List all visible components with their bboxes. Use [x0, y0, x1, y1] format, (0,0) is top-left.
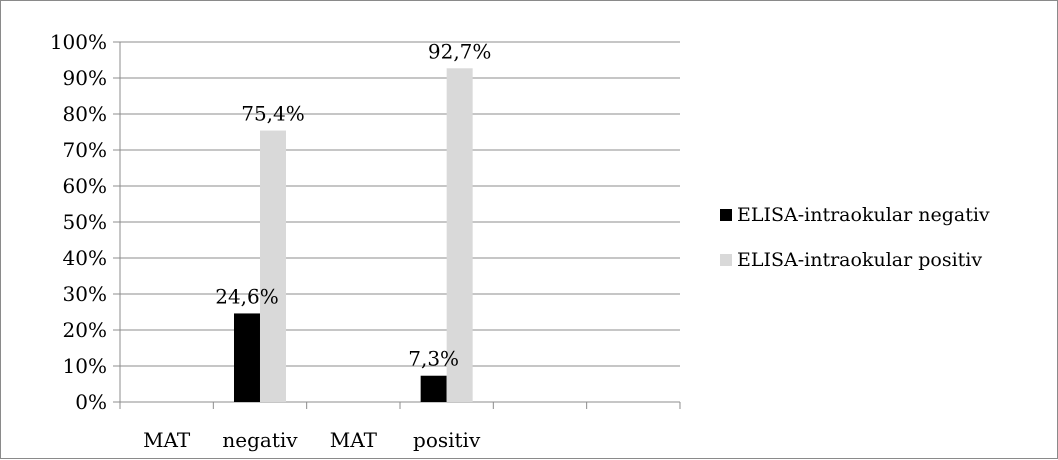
legend-label: ELISA-intraokular negativ	[737, 204, 990, 226]
data-label: 92,7%	[428, 39, 492, 63]
legend-swatch	[720, 254, 732, 266]
y-tick-label: 30%	[63, 282, 107, 306]
legend-swatch	[720, 209, 732, 221]
legend: ELISA-intraokular negativ ELISA-intraokul…	[720, 204, 990, 271]
y-tick-label: 60%	[63, 174, 107, 198]
labels: 0% 10% 20% 30% 40% 50% 60% 70% 80% 90% 100% MAT nega…	[50, 30, 492, 452]
data-label: 7,3%	[408, 347, 459, 371]
gridlines	[120, 41, 680, 367]
bar	[420, 375, 447, 402]
x-category-label: MAT	[330, 428, 378, 452]
y-tick-label: 20%	[63, 318, 107, 342]
bar	[259, 130, 286, 402]
y-tick-label: 50%	[63, 210, 107, 234]
y-tick-label: 70%	[63, 138, 107, 162]
x-category-label: negativ	[222, 428, 298, 452]
data-label: 24,6%	[215, 284, 279, 308]
bar	[233, 313, 260, 402]
bars	[233, 68, 473, 402]
y-tick-label: 10%	[63, 354, 107, 378]
y-tick-label: 90%	[63, 66, 107, 90]
x-category-label: MAT	[143, 428, 191, 452]
y-tick-label: 40%	[63, 246, 107, 270]
legend-label: ELISA-intraokular positiv	[737, 249, 982, 271]
axes	[113, 41, 681, 409]
y-tick-label: 0%	[75, 390, 107, 414]
y-tick-label: 80%	[63, 102, 107, 126]
data-label: 75,4%	[241, 102, 305, 126]
x-category-label: positiv	[413, 428, 481, 452]
bar	[446, 68, 473, 402]
y-tick-label: 100%	[50, 30, 107, 54]
